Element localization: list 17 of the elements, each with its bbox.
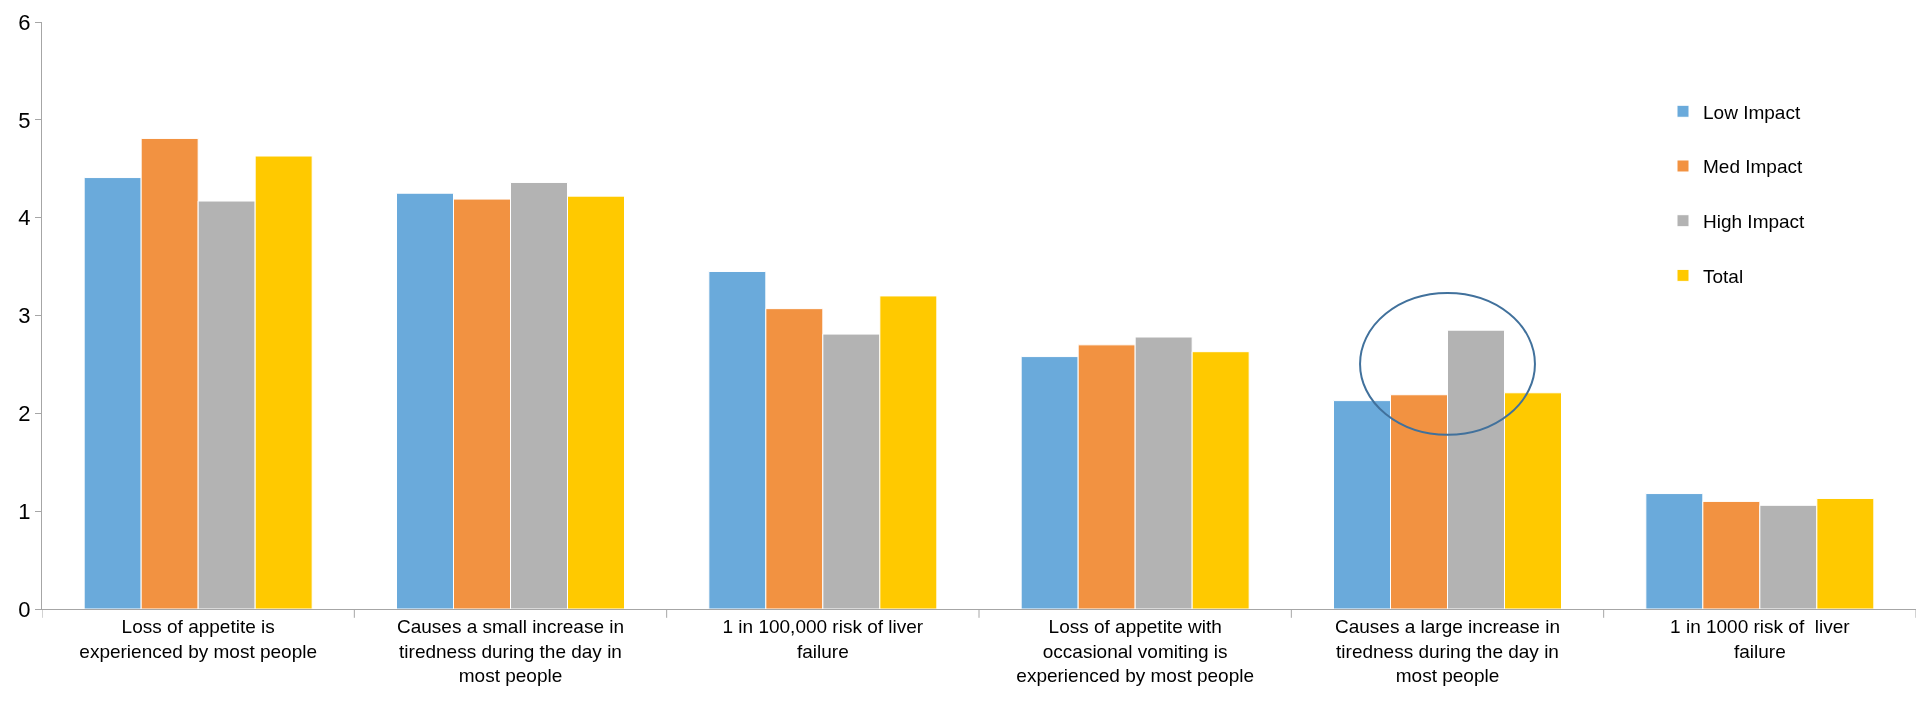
legend-label: Low Impact	[1703, 101, 1801, 123]
y-tick-label: 1	[18, 498, 31, 524]
y-tick-label: 4	[18, 205, 31, 231]
y-tick-label: 3	[18, 303, 31, 329]
y-tick-label: 2	[18, 401, 31, 427]
x-tick-label: Loss of appetite is experienced by most people	[79, 615, 317, 662]
legend-label: Total	[1703, 265, 1744, 287]
y-tick-label: 0	[18, 596, 31, 622]
x-tick-label: Causes a large increase in tiredness during the day in most people	[1335, 615, 1560, 687]
y-tick-label: 5	[18, 107, 31, 133]
x-tick-label: Loss of appetite with occasional vomiting is experienced by most people	[1016, 615, 1254, 687]
legend-label: High Impact	[1703, 211, 1806, 233]
x-tick-label: 1 in 100,000 risk of liver failure	[722, 615, 924, 662]
y-tick-label: 6	[18, 9, 31, 35]
x-tick-label: Causes a small increase in tiredness during the day in most people	[396, 615, 625, 687]
legend-label: Med Impact	[1703, 156, 1803, 178]
x-tick-label: 1 in 1000 risk of liver failure	[1670, 615, 1851, 662]
